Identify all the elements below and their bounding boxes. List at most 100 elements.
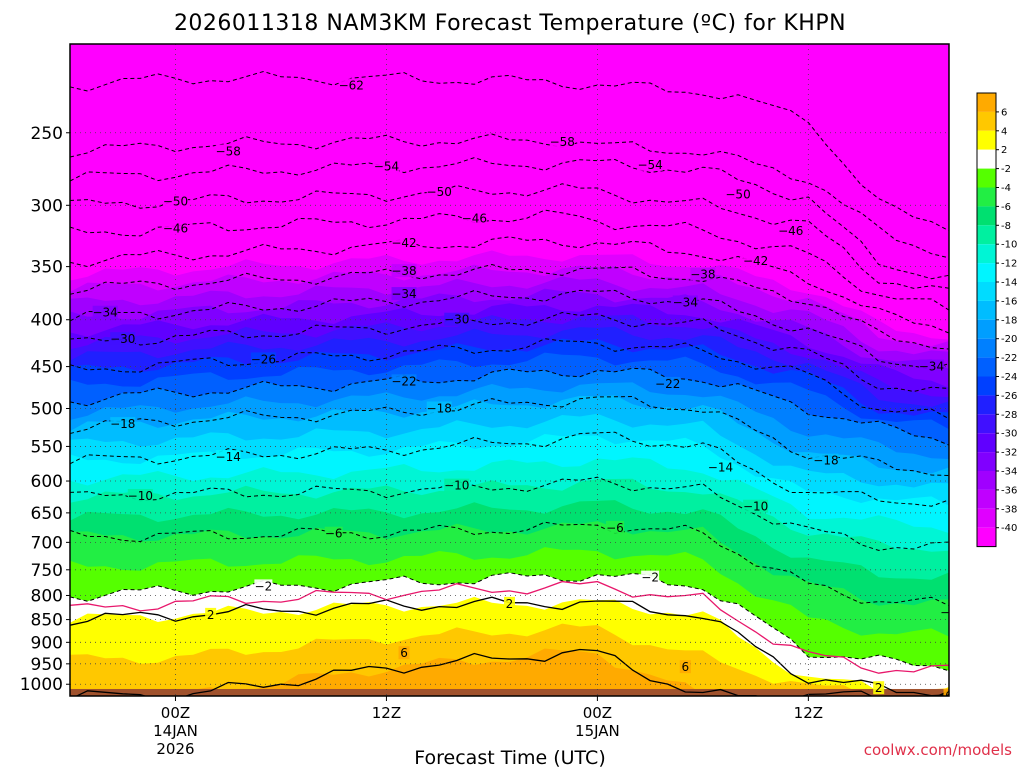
- contour-label: −62: [339, 79, 364, 93]
- colorbar-label: 2: [1001, 145, 1007, 156]
- contour-label-bg-33: [743, 499, 769, 513]
- colorbar-label: -2: [1001, 164, 1011, 175]
- freezing-line: [70, 580, 949, 674]
- colorbar-label: -16: [1001, 296, 1017, 307]
- contour-label: −46: [163, 221, 188, 235]
- colorbar-label: 4: [1001, 126, 1007, 137]
- contour-label-bg-41: [873, 681, 885, 695]
- contour-label-bg-42: [398, 646, 410, 660]
- x-tick-label: 2026: [156, 740, 194, 758]
- contour-line--22: [70, 367, 949, 446]
- y-tick-label: 400: [31, 311, 63, 331]
- contour-label: −54: [637, 158, 662, 172]
- contour-label: −34: [92, 306, 117, 320]
- contour-line--30: [70, 311, 949, 393]
- y-axis: 2503003504004505005506006507007508008509…: [20, 124, 70, 695]
- contour-label-bg-44: [943, 689, 949, 696]
- contour-line--34: [70, 289, 949, 370]
- colorbar-label: -4: [1001, 183, 1011, 194]
- contour-label-bg-10: [778, 223, 804, 237]
- x-tick-label: 00Z: [583, 704, 612, 722]
- colorbar-bin: [977, 527, 996, 547]
- contour-label-bg-7: [725, 187, 751, 201]
- colorbar-bin: [977, 225, 996, 245]
- contour-label-bg-31: [127, 488, 153, 502]
- colorbar-bin: [977, 338, 996, 358]
- contour-label: −10: [444, 479, 469, 493]
- colorbar-label: -26: [1001, 391, 1017, 402]
- contour-label-bg-25: [655, 376, 681, 390]
- contour-label: 6: [400, 646, 408, 660]
- contour-label: −50: [163, 194, 188, 208]
- contour-label: −6: [325, 527, 343, 541]
- colorbar-label: -20: [1001, 334, 1017, 345]
- contour-line--14: [70, 431, 949, 507]
- contour-label-bg-34: [324, 526, 343, 540]
- colorbar-label: -24: [1001, 372, 1017, 383]
- colorbar-bin: [977, 111, 996, 131]
- colorbar-bin: [977, 206, 996, 226]
- contour-label-bg-27: [426, 401, 452, 415]
- contour-line--54: [70, 157, 949, 280]
- y-tick-label: 900: [31, 633, 63, 653]
- contour-label-bg-5: [162, 194, 188, 208]
- contour-label: −50: [427, 185, 452, 199]
- colorbar-bin: [977, 282, 996, 301]
- colorbar-bin: [977, 357, 996, 377]
- contour-line--10: [70, 476, 949, 551]
- contour-label: −10: [743, 500, 768, 514]
- contour-label-bg-9: [461, 211, 487, 225]
- contour-label: −46: [778, 224, 803, 238]
- colorbar-label: -30: [1001, 429, 1017, 440]
- contour-label: −18: [813, 454, 838, 468]
- plot-frame: [69, 43, 950, 697]
- contour-label-bg-43: [679, 660, 691, 674]
- contour-label: −38: [690, 267, 715, 281]
- contour-label: −2: [641, 571, 659, 585]
- contour-label-bg-40: [504, 596, 515, 610]
- colorbar-bin: [977, 395, 996, 415]
- contour-line--62: [70, 70, 949, 232]
- colorbar-label: -22: [1001, 353, 1017, 364]
- contour-line--42: [70, 236, 949, 334]
- contour-label: −30: [444, 313, 469, 327]
- y-tick-label: 800: [31, 586, 63, 606]
- contour-label-bg-3: [373, 159, 399, 173]
- y-tick-label: 500: [31, 400, 63, 420]
- colorbar-label: -18: [1001, 315, 1017, 326]
- contour-label-bg-6: [426, 184, 452, 198]
- contour-label: −14: [708, 461, 733, 475]
- y-tick-label: 750: [31, 561, 63, 581]
- contour-label-bg-19: [918, 359, 944, 373]
- contour-label-bg-28: [813, 453, 839, 467]
- contour-label: −58: [550, 135, 575, 149]
- contour-label-bg-30: [707, 460, 733, 474]
- contour-label: −30: [110, 332, 135, 346]
- contour-label: −18: [427, 402, 452, 416]
- contour-label: −6: [940, 606, 958, 620]
- contour-label: −50: [725, 188, 750, 202]
- contour-label: −46: [462, 211, 487, 225]
- contour-label: 6: [681, 660, 689, 674]
- x-tick-label: 15JAN: [575, 722, 620, 740]
- contour-label-bg-12: [743, 253, 769, 267]
- contour-labels: −62−58−58−54 −54−50−50 −50−46−46−46−42−42−…: [92, 78, 958, 696]
- colorbar-bin: [977, 168, 996, 188]
- contour-line--50: [70, 183, 949, 289]
- colorbar-label: -10: [1001, 240, 1017, 251]
- contour-label: −34: [673, 295, 698, 309]
- colorbar-bin: [977, 319, 996, 339]
- contour-label: −22: [655, 377, 680, 391]
- y-tick-label: 450: [31, 358, 63, 378]
- contour-label-bg-8: [162, 221, 188, 235]
- band-4: [70, 623, 949, 696]
- contour-label: −58: [216, 144, 241, 158]
- y-tick-label: 700: [31, 533, 63, 553]
- contour-line-6: [75, 648, 949, 696]
- band-6: [70, 648, 949, 696]
- contour-label: −6: [606, 521, 624, 535]
- colorbar-bin: [977, 187, 996, 207]
- colorbar-label: 6: [1001, 107, 1007, 118]
- contour-label-bg-20: [110, 332, 136, 346]
- contour-label: −34: [919, 360, 944, 374]
